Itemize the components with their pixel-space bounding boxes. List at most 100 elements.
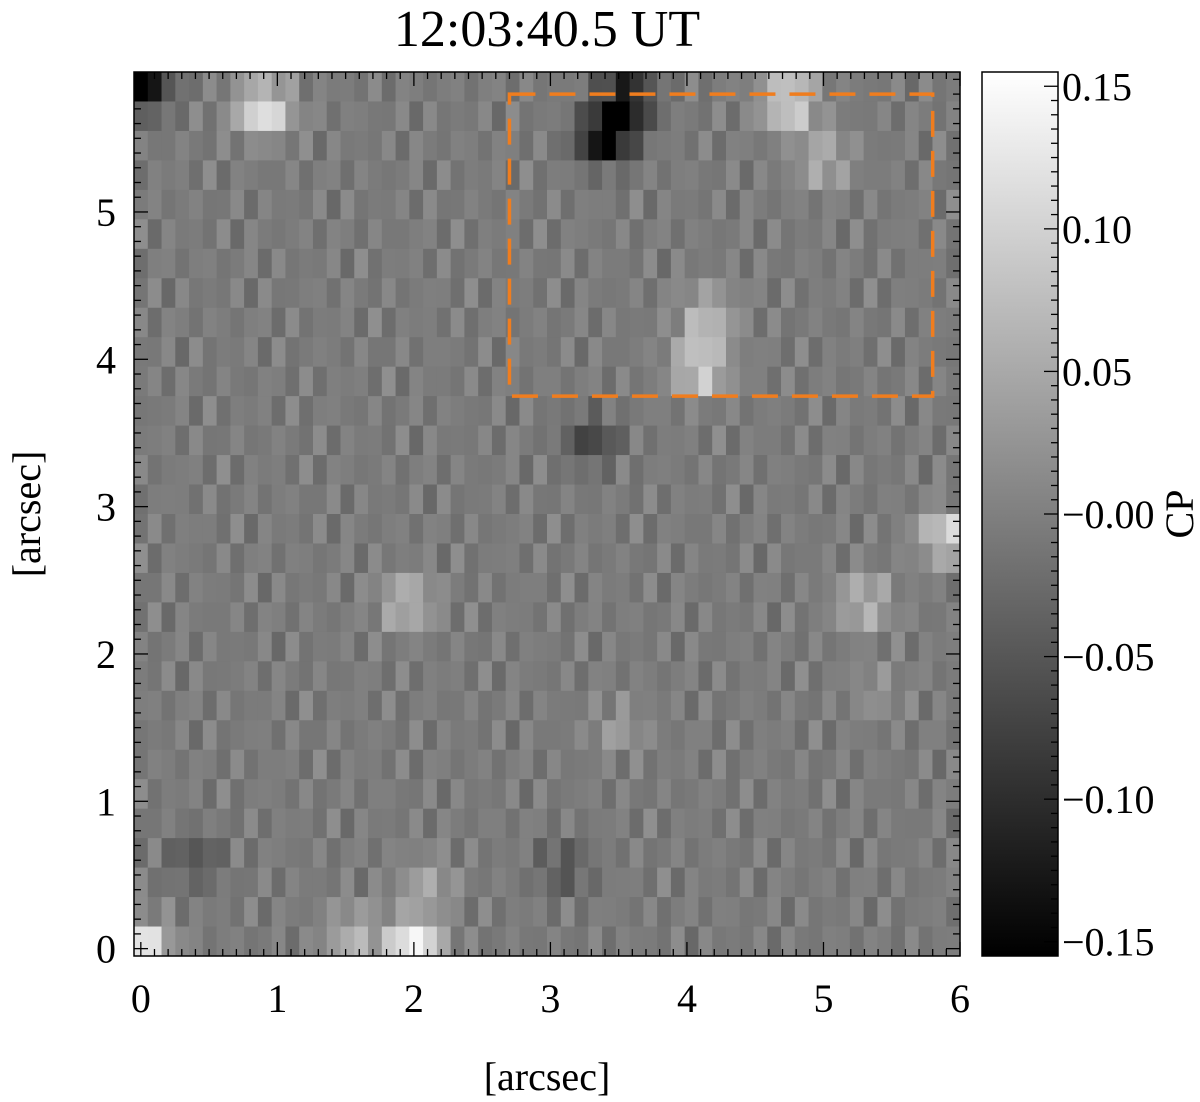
heatmap-cell	[739, 337, 755, 368]
heatmap-cell	[326, 307, 342, 338]
heatmap-cell	[519, 572, 534, 603]
heatmap-cell	[423, 867, 438, 898]
heatmap-cell	[684, 602, 700, 633]
colorbar-ticks: 0.150.100.05−0.00−0.05−0.10−0.15	[1044, 64, 1155, 965]
heatmap-cell	[533, 661, 548, 692]
heatmap-cell	[698, 838, 713, 869]
heatmap-cell	[698, 160, 713, 191]
heatmap-cell	[946, 484, 960, 515]
heatmap-cell	[574, 366, 589, 397]
heatmap-cell	[877, 690, 892, 721]
heatmap-cell	[354, 808, 369, 839]
heatmap-cell	[491, 248, 507, 279]
heatmap-cell	[395, 278, 410, 309]
heatmap-cell	[409, 130, 424, 161]
heatmap-cell	[189, 779, 204, 810]
heatmap-cell	[615, 425, 631, 456]
heatmap-cell	[794, 307, 810, 338]
heatmap-cell	[326, 130, 342, 161]
heatmap-cell	[877, 838, 892, 869]
heatmap-cell	[781, 631, 796, 662]
heatmap-cell	[161, 808, 176, 839]
heatmap-cell	[781, 514, 796, 545]
heatmap-cell	[519, 219, 534, 250]
colorbar-tick-label: 0.05	[1062, 349, 1132, 394]
heatmap-cell	[547, 514, 562, 545]
heatmap-cell	[519, 307, 534, 338]
heatmap-cell	[712, 130, 727, 161]
heatmap-cell	[725, 160, 741, 191]
heatmap-cell	[698, 366, 713, 397]
heatmap-cell	[712, 101, 727, 132]
heatmap-cell	[340, 396, 355, 427]
heatmap-cell	[918, 838, 934, 869]
heatmap-cell	[175, 838, 190, 869]
heatmap-cell	[244, 366, 259, 397]
heatmap-cell	[808, 219, 823, 250]
heatmap-cell	[285, 926, 300, 956]
heatmap-cell	[519, 897, 534, 928]
heatmap-cell	[794, 72, 810, 103]
heatmap-cell	[478, 219, 493, 250]
heatmap-cell	[271, 484, 287, 515]
heatmap-cell	[450, 337, 465, 368]
heatmap-cell	[918, 926, 934, 956]
heatmap-cell	[781, 543, 796, 574]
heatmap-cell	[684, 867, 700, 898]
heatmap-cell	[698, 897, 713, 928]
heatmap-cell	[354, 278, 369, 309]
heatmap-cell	[533, 926, 548, 956]
heatmap-cell	[725, 838, 741, 869]
heatmap-cell	[794, 484, 810, 515]
heatmap-cell	[794, 189, 810, 220]
heatmap-cell	[822, 278, 837, 309]
heatmap-cell	[189, 160, 204, 191]
heatmap-cell	[230, 248, 245, 279]
heatmap-cell	[216, 337, 231, 368]
heatmap-cell	[602, 779, 617, 810]
heatmap-cell	[670, 278, 686, 309]
heatmap-cell	[147, 337, 163, 368]
heatmap-cell	[849, 160, 865, 191]
heatmap-cell	[836, 690, 851, 721]
heatmap-cell	[381, 514, 397, 545]
heatmap-cell	[450, 219, 465, 250]
heatmap-cell	[257, 897, 273, 928]
heatmap-cell	[753, 926, 768, 956]
heatmap-cell	[216, 101, 231, 132]
heatmap-cell	[712, 897, 727, 928]
heatmap-cell	[230, 160, 245, 191]
heatmap-cell	[395, 189, 410, 220]
heatmap-cell	[891, 455, 906, 486]
heatmap-cell	[918, 779, 934, 810]
heatmap-cell	[822, 808, 837, 839]
heatmap-cell	[918, 749, 934, 780]
heatmap-cell	[547, 543, 562, 574]
heatmap-cell	[574, 514, 589, 545]
heatmap-cell	[436, 455, 452, 486]
heatmap-cell	[629, 720, 644, 751]
heatmap-cell	[725, 101, 741, 132]
heatmap-cell	[560, 366, 576, 397]
heatmap-cell	[450, 160, 465, 191]
heatmap-cell	[312, 867, 328, 898]
heatmap-cell	[202, 602, 218, 633]
heatmap-cell	[189, 455, 204, 486]
heatmap-cell	[918, 425, 934, 456]
heatmap-cell	[354, 602, 369, 633]
heatmap-cell	[657, 337, 672, 368]
heatmap-cell	[134, 602, 149, 633]
heatmap-cell	[257, 160, 273, 191]
heatmap-cell	[863, 219, 878, 250]
heatmap-cell	[753, 425, 768, 456]
heatmap-cell	[450, 396, 465, 427]
heatmap-cell	[244, 897, 259, 928]
heatmap-cell	[271, 396, 287, 427]
heatmap-cell	[147, 278, 163, 309]
heatmap-cell	[340, 720, 355, 751]
heatmap-cell	[381, 160, 397, 191]
heatmap-cell	[547, 307, 562, 338]
heatmap-cell	[739, 219, 755, 250]
heatmap-cell	[175, 307, 190, 338]
heatmap-cell	[257, 366, 273, 397]
